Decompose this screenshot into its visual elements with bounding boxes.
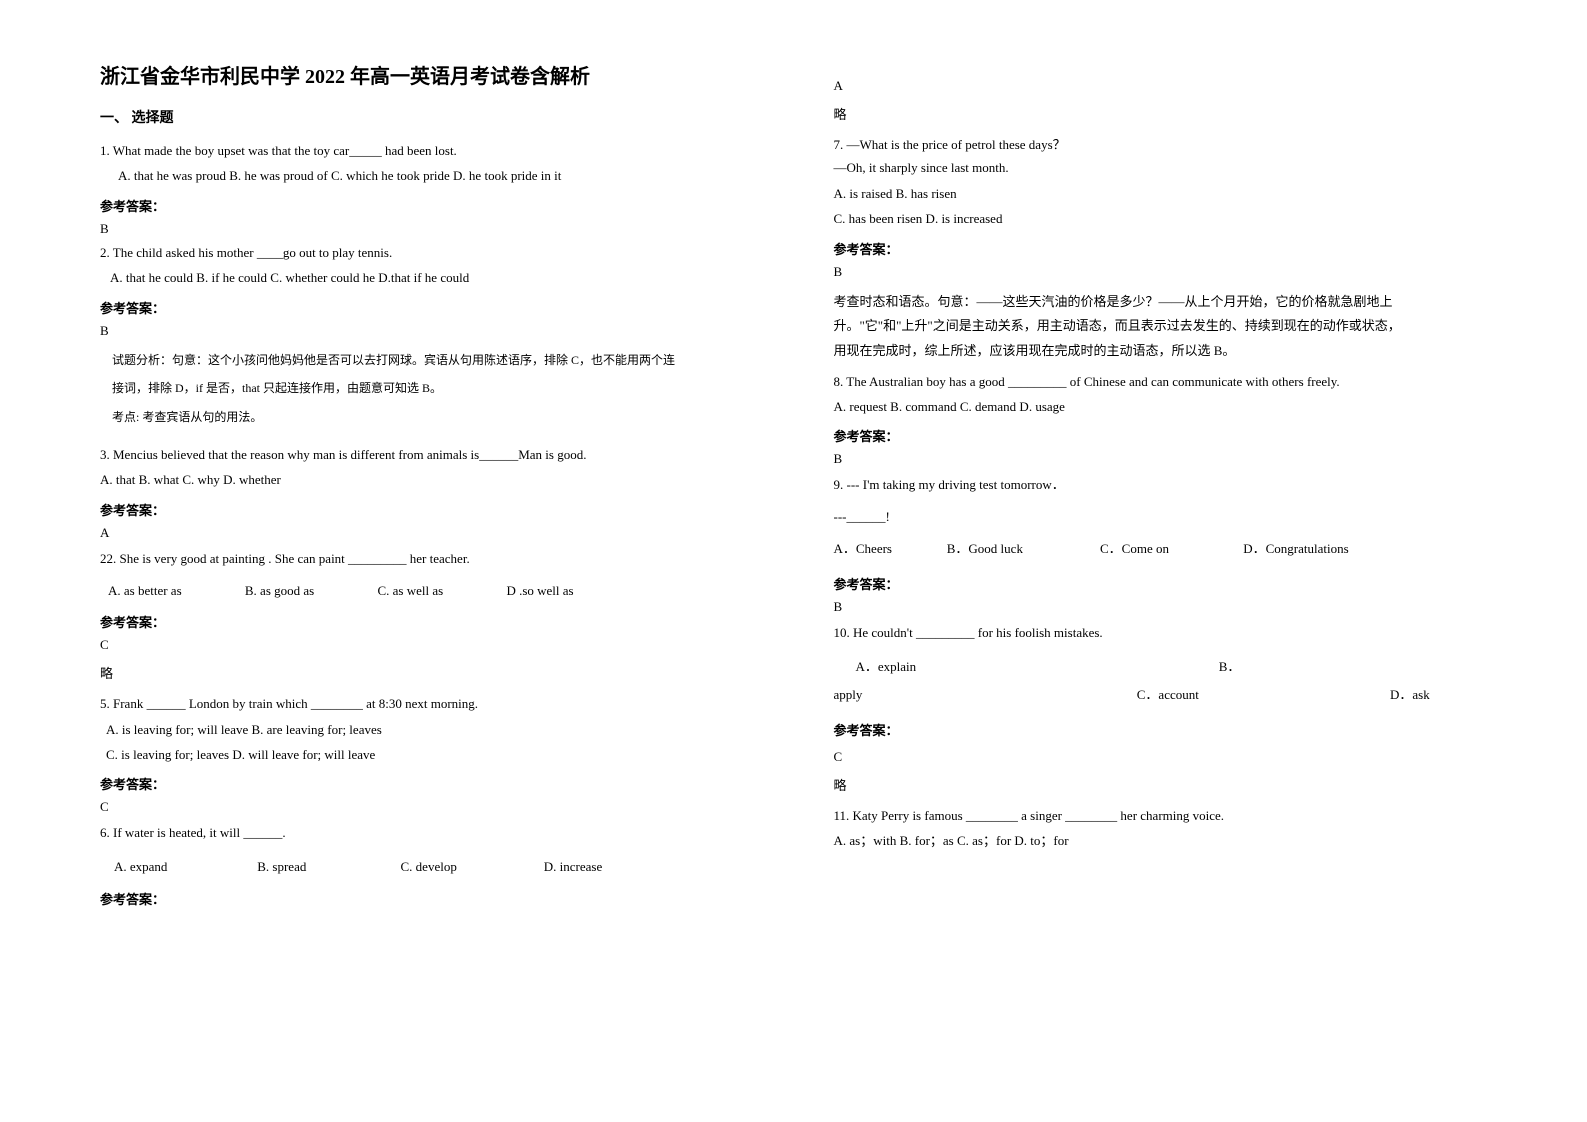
q10-brief: 略 xyxy=(834,775,1508,794)
q9-line2-wrap: ---______! xyxy=(834,505,1508,528)
question-8: 8. The Australian boy has a good _______… xyxy=(834,370,1508,419)
q7-exp-3: 用现在完成时，综上所述，应该用现在完成时的主动语态，所以选 B。 xyxy=(834,339,1508,364)
q11-options: A. as；with B. for；as C. as；for D. to；for xyxy=(834,829,1508,852)
q1-options: A. that he was proud B. he was proud of … xyxy=(100,164,774,187)
q4-answer-value: C xyxy=(100,637,774,653)
q3-options: A. that B. what C. why D. whether xyxy=(100,468,774,491)
q4-opt-d: D .so well as xyxy=(506,583,573,598)
q6-brief: 略 xyxy=(834,104,1508,123)
question-10: 10. He couldn't _________ for his foolis… xyxy=(834,621,1508,644)
q6-stem: 6. If water is heated, it will ______. xyxy=(100,821,774,844)
q9-line2: ---______! xyxy=(834,505,1508,528)
q1-stem: 1. What made the boy upset was that the … xyxy=(100,139,774,162)
q4-brief: 略 xyxy=(100,663,774,682)
q2-note-1: 试题分析：句意：这个小孩问他妈妈他是否可以去打网球。宾语从句用陈述语序，排除 C… xyxy=(112,349,774,372)
question-4: 22. She is very good at painting . She c… xyxy=(100,547,774,570)
q9-options: A．Cheers B．Good luck C．Come on D．Congrat… xyxy=(834,536,1508,562)
q3-answer-value: A xyxy=(100,525,774,541)
q8-answer-label: 参考答案： xyxy=(834,426,1508,445)
q9-opt-b: B．Good luck xyxy=(947,536,1097,562)
q7-exp-1: 考查时态和语态。句意：——这些天汽油的价格是多少？——从上个月开始，它的价格就急… xyxy=(834,290,1508,315)
q5-stem: 5. Frank ______ London by train which __… xyxy=(100,692,774,715)
q7-options-2: C. has been risen D. is increased xyxy=(834,207,1508,230)
q6-answer-label: 参考答案： xyxy=(100,889,774,908)
q4-stem: 22. She is very good at painting . She c… xyxy=(100,547,774,570)
q3-stem: 3. Mencius believed that the reason why … xyxy=(100,443,774,466)
q1-answer-value: B xyxy=(100,221,774,237)
section-1-heading: 一、 选择题 xyxy=(100,107,774,127)
q10-opt-c: C．account xyxy=(1137,681,1387,710)
q5-answer-value: C xyxy=(100,799,774,815)
q2-options: A. that he could B. if he could C. wheth… xyxy=(100,266,774,289)
page-root: 浙江省金华市利民中学 2022 年高一英语月考试卷含解析 一、 选择题 1. W… xyxy=(0,0,1587,952)
q2-stem: 2. The child asked his mother ____go out… xyxy=(100,241,774,264)
q9-opt-d: D．Congratulations xyxy=(1243,536,1348,562)
question-9: 9. --- I'm taking my driving test tomorr… xyxy=(834,473,1508,496)
q1-answer-label: 参考答案： xyxy=(100,196,774,215)
q7-exp-2: 升。"它"和"上升"之间是主动关系，用主动语态，而且表示过去发生的、持续到现在的… xyxy=(834,314,1508,339)
q7-answer-value: B xyxy=(834,264,1508,280)
q6-opt-b: B. spread xyxy=(257,853,397,882)
q9-opt-c: C．Come on xyxy=(1100,536,1240,562)
q10-opt-d: D．ask xyxy=(1390,681,1430,710)
q7-options-1: A. is raised B. has risen xyxy=(834,182,1508,205)
q4-opt-b: B. as good as xyxy=(245,583,314,598)
q9-opt-a: A．Cheers xyxy=(834,536,944,562)
question-1: 1. What made the boy upset was that the … xyxy=(100,139,774,188)
q8-answer-value: B xyxy=(834,451,1508,467)
q11-stem: 11. Katy Perry is famous ________ a sing… xyxy=(834,804,1508,827)
q7-line2: —Oh, it sharply since last month. xyxy=(834,156,1508,179)
q10-answer-label: 参考答案： xyxy=(834,720,1508,739)
q5-options-1: A. is leaving for; will leave B. are lea… xyxy=(100,718,774,741)
q10-answer-value: C xyxy=(834,749,1508,765)
q2-note-3: 考点: 考查宾语从句的用法。 xyxy=(112,406,774,429)
q7-explanation: 考查时态和语态。句意：——这些天汽油的价格是多少？——从上个月开始，它的价格就急… xyxy=(834,290,1508,364)
right-column: A 略 7. —What is the price of petrol thes… xyxy=(834,60,1508,912)
question-3: 3. Mencius believed that the reason why … xyxy=(100,443,774,492)
q10-opt-b: B． xyxy=(1219,653,1241,682)
q9-answer-label: 参考答案： xyxy=(834,574,1508,593)
question-2: 2. The child asked his mother ____go out… xyxy=(100,241,774,290)
q2-note-2: 接词，排除 D，if 是否，that 只起连接作用，由题意可知选 B。 xyxy=(112,377,774,400)
q5-answer-label: 参考答案： xyxy=(100,774,774,793)
q2-answer-value: B xyxy=(100,323,774,339)
q8-options: A. request B. command C. demand D. usage xyxy=(834,395,1508,418)
exam-title: 浙江省金华市利民中学 2022 年高一英语月考试卷含解析 xyxy=(100,60,774,89)
q7-answer-label: 参考答案： xyxy=(834,239,1508,258)
question-6: 6. If water is heated, it will ______. xyxy=(100,821,774,844)
q8-stem: 8. The Australian boy has a good _______… xyxy=(834,370,1508,393)
left-column: 浙江省金华市利民中学 2022 年高一英语月考试卷含解析 一、 选择题 1. W… xyxy=(100,60,774,912)
q10-options: A．explain B． apply C．account D．ask xyxy=(834,653,1508,710)
q7-stem: 7. —What is the price of petrol these da… xyxy=(834,133,1508,156)
q4-opt-c: C. as well as xyxy=(377,583,443,598)
q6-answer-value: A xyxy=(834,78,1508,94)
q10-stem: 10. He couldn't _________ for his foolis… xyxy=(834,621,1508,644)
q10-opt-a: A．explain xyxy=(834,653,1216,682)
q4-options: A. as better as B. as good as C. as well… xyxy=(100,578,774,604)
q2-answer-label: 参考答案： xyxy=(100,298,774,317)
q4-opt-a: A. as better as xyxy=(108,583,182,598)
q5-options-2: C. is leaving for; leaves D. will leave … xyxy=(100,743,774,766)
q9-answer-value: B xyxy=(834,599,1508,615)
q9-stem: 9. --- I'm taking my driving test tomorr… xyxy=(834,473,1508,496)
question-11: 11. Katy Perry is famous ________ a sing… xyxy=(834,804,1508,853)
q6-opt-d: D. increase xyxy=(544,853,602,882)
q6-options: A. expand B. spread C. develop D. increa… xyxy=(100,853,774,882)
q6-opt-a: A. expand xyxy=(114,853,254,882)
question-5: 5. Frank ______ London by train which __… xyxy=(100,692,774,766)
q6-opt-c: C. develop xyxy=(401,853,541,882)
q3-answer-label: 参考答案： xyxy=(100,500,774,519)
q10-opt-b2: apply xyxy=(834,681,1134,710)
q4-answer-label: 参考答案： xyxy=(100,612,774,631)
question-7: 7. —What is the price of petrol these da… xyxy=(834,133,1508,231)
